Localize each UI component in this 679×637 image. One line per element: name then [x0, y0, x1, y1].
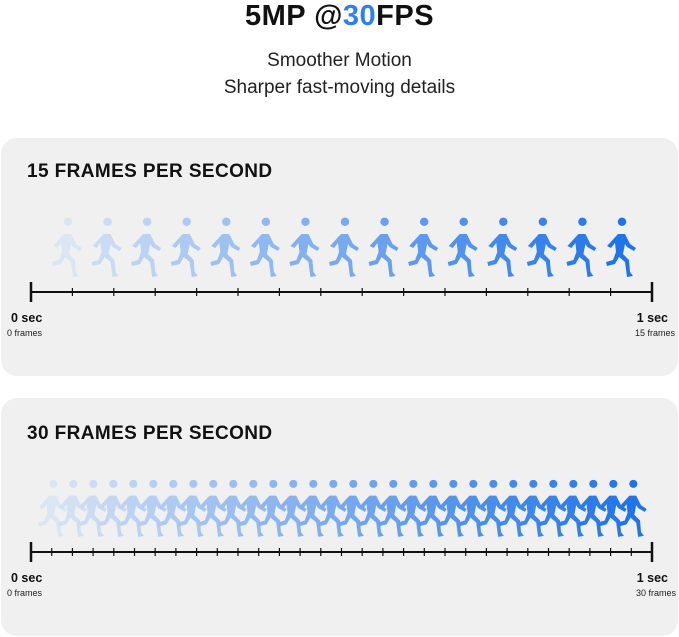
runner-frame: [566, 217, 597, 277]
runner-frame: [131, 217, 162, 277]
frames-timeline-30fps: [29, 479, 654, 562]
start-label: 0 sec: [11, 571, 43, 585]
subtitle-line-1: Smoother Motion: [267, 50, 412, 71]
runner-frame: [487, 217, 518, 277]
runner-frame: [329, 217, 359, 277]
subtitle-line-2: Sharper fast-moving details: [223, 77, 456, 98]
runner-frame: [408, 217, 439, 277]
start-frames-label: 0 frames: [7, 588, 43, 598]
end-label: 1 sec: [636, 571, 668, 585]
headline-suffix: FPS: [376, 0, 435, 32]
start-label: 0 sec: [11, 311, 43, 325]
panel-title: 30 FRAMES PER SECOND: [27, 423, 273, 444]
end-label: 1 sec: [636, 311, 668, 325]
headline-highlight: 30: [342, 0, 377, 32]
runner-frame: [606, 217, 636, 277]
runner-frame: [170, 217, 201, 277]
runner-frame: [368, 217, 399, 277]
frames-timeline-15fps: [29, 217, 654, 302]
panel-15fps: 15 FRAMES PER SECOND 0 sec 0 frames 1 se…: [1, 138, 678, 376]
panel-title: 15 FRAMES PER SECOND: [27, 161, 273, 182]
panel-30fps: 30 FRAMES PER SECOND 0 sec 0 frames 1 se…: [1, 398, 678, 636]
runner-frame: [526, 217, 557, 277]
runner-frame: [52, 217, 82, 277]
headline: 5MP @30FPS: [0, 1, 679, 31]
runner-frame: [617, 479, 647, 537]
runner-frame: [249, 217, 280, 277]
runner-frame: [210, 217, 241, 277]
end-frames-label: 30 frames: [635, 588, 676, 598]
runner-frame: [447, 217, 478, 277]
end-frames-label: 15 frames: [634, 328, 675, 338]
headline-prefix: 5MP @: [244, 0, 343, 32]
runner-frame: [91, 217, 122, 277]
runner-frame: [289, 217, 320, 277]
start-frames-label: 0 frames: [7, 328, 43, 338]
